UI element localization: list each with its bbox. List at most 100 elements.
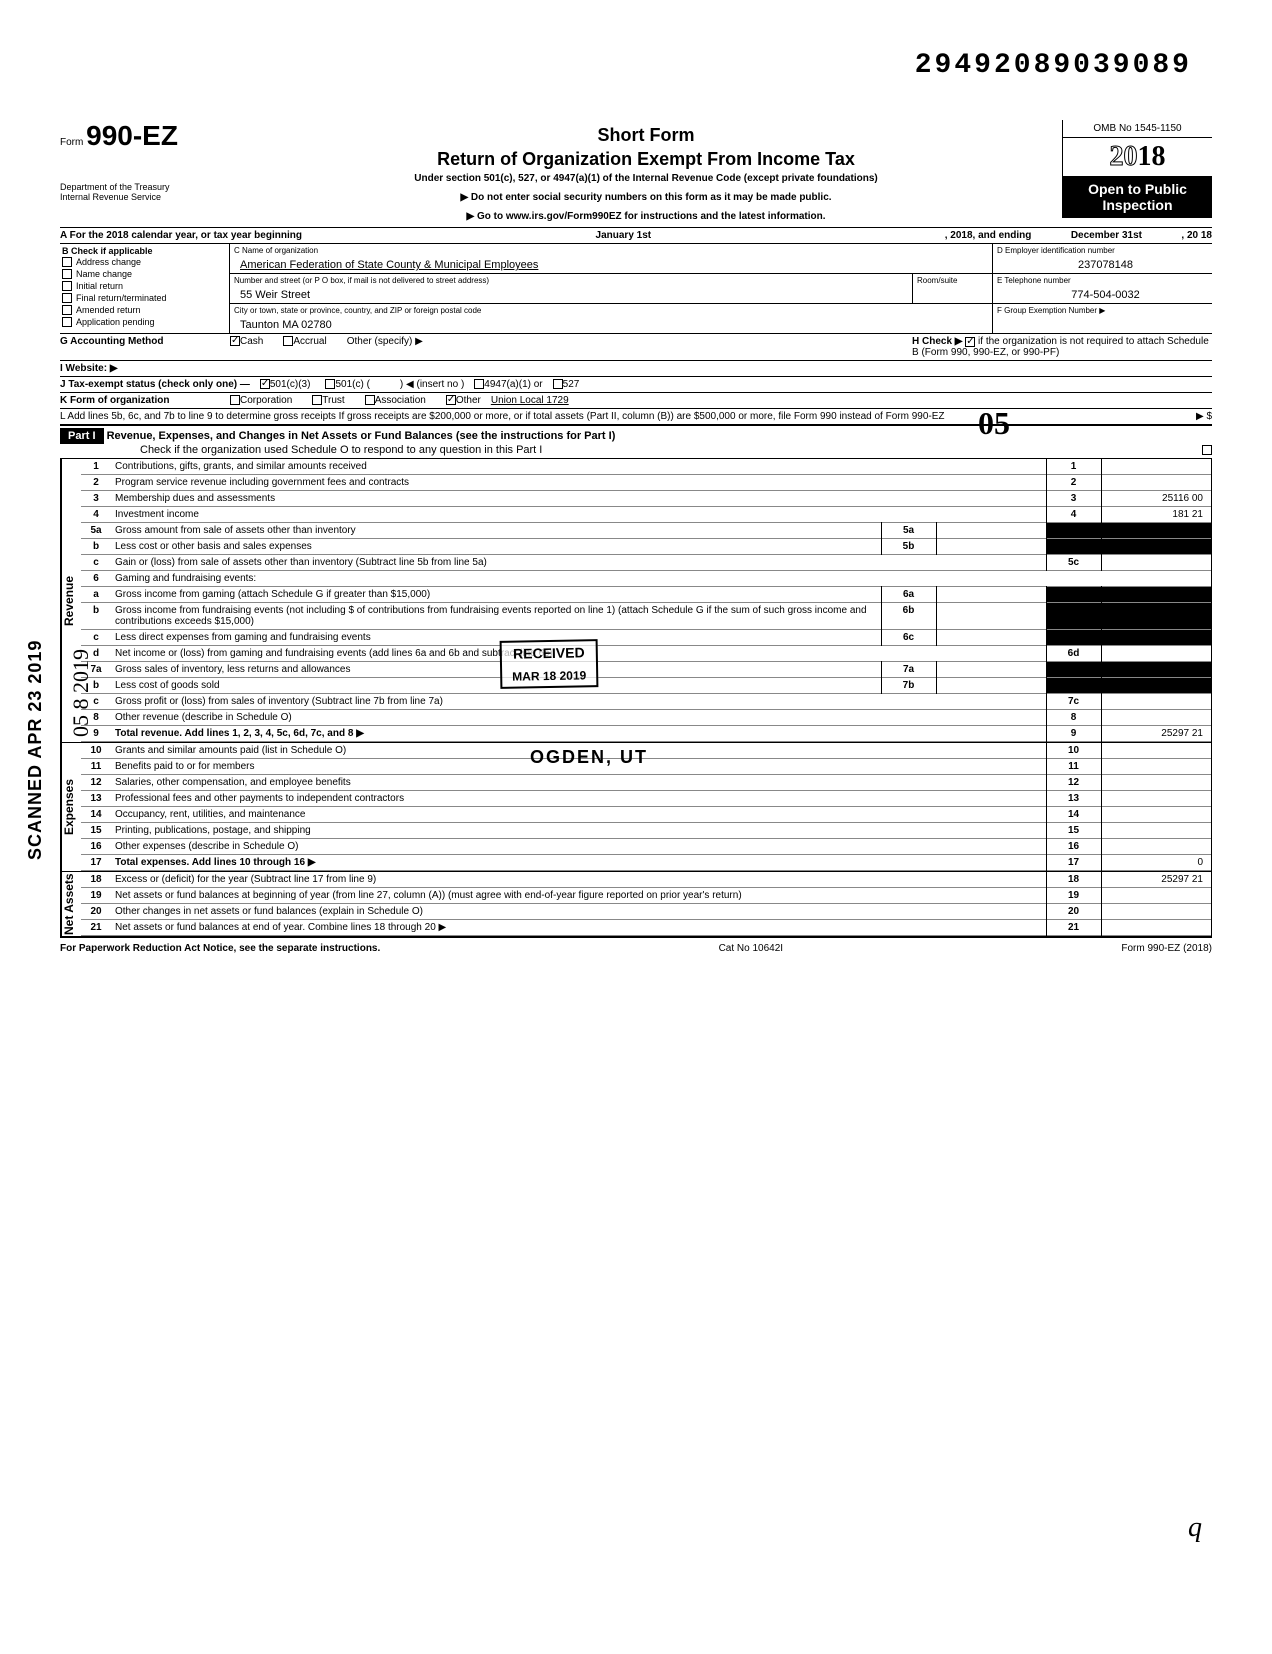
- C-label: C Name of organization: [230, 244, 992, 257]
- dept-treasury: Department of the Treasury: [60, 182, 230, 192]
- schedule-o-checkbox[interactable]: [1202, 445, 1212, 455]
- line-14: 14Occupancy, rent, utilities, and mainte…: [81, 807, 1211, 823]
- line-A: A For the 2018 calendar year, or tax yea…: [60, 228, 1212, 244]
- checkbox[interactable]: [62, 317, 72, 327]
- part1-title: Revenue, Expenses, and Changes in Net As…: [107, 430, 616, 442]
- form-header: Form 990-EZ Department of the Treasury I…: [60, 120, 1212, 228]
- check-initial-return: Initial return: [62, 280, 227, 292]
- received-stamp: RECEIVED MAR 18 2019: [500, 639, 599, 689]
- checkbox[interactable]: [62, 269, 72, 279]
- H-checkbox[interactable]: [965, 337, 975, 347]
- line-18: 18Excess or (deficit) for the year (Subt…: [81, 872, 1211, 888]
- subtitle: Under section 501(c), 527, or 4947(a)(1)…: [240, 173, 1052, 184]
- ssn-warning: ▶ Do not enter social security numbers o…: [240, 192, 1052, 203]
- other-checkbox[interactable]: [446, 395, 456, 405]
- ein: 237078148: [993, 257, 1212, 273]
- line-2: 2Program service revenue including gover…: [81, 475, 1211, 491]
- 501c-checkbox[interactable]: [325, 379, 335, 389]
- line-20: 20Other changes in net assets or fund ba…: [81, 904, 1211, 920]
- line-G: G Accounting Method Cash Accrual Other (…: [60, 334, 1212, 361]
- irs-label: Internal Revenue Service: [60, 192, 230, 202]
- ogden-stamp: OGDEN, UT: [530, 747, 648, 768]
- line-16: 16Other expenses (describe in Schedule O…: [81, 839, 1211, 855]
- checkbox[interactable]: [62, 305, 72, 315]
- line-15: 15Printing, publications, postage, and s…: [81, 823, 1211, 839]
- netassets-section: Net Assets 18Excess or (deficit) for the…: [60, 872, 1212, 938]
- line-c: cGross profit or (loss) from sales of in…: [81, 694, 1211, 710]
- line-b: bGross income from fundraising events (n…: [81, 603, 1211, 630]
- trust-checkbox[interactable]: [312, 395, 322, 405]
- paperwork-notice: For Paperwork Reduction Act Notice, see …: [60, 943, 380, 954]
- line-b: bLess cost or other basis and sales expe…: [81, 539, 1211, 555]
- line-21: 21Net assets or fund balances at end of …: [81, 920, 1211, 936]
- city-label: City or town, state or province, country…: [230, 304, 992, 317]
- checkbox[interactable]: [62, 281, 72, 291]
- F-label: F Group Exemption Number ▶: [993, 304, 1212, 317]
- short-form-title: Short Form: [240, 125, 1052, 146]
- main-title: Return of Organization Exempt From Incom…: [240, 149, 1052, 170]
- assoc-checkbox[interactable]: [365, 395, 375, 405]
- line-19: 19Net assets or fund balances at beginni…: [81, 888, 1211, 904]
- line-d: dNet income or (loss) from gaming and fu…: [81, 646, 1211, 662]
- form-number: 990-EZ: [86, 120, 178, 151]
- document-id: 29492089039089: [915, 50, 1192, 81]
- accrual-checkbox[interactable]: [283, 336, 293, 346]
- corp-checkbox[interactable]: [230, 395, 240, 405]
- check-final-return-terminated: Final return/terminated: [62, 292, 227, 304]
- expenses-label: Expenses: [61, 743, 81, 871]
- check-amended-return: Amended return: [62, 304, 227, 316]
- B-label: B Check if applicable: [62, 246, 227, 256]
- line-c: cLess direct expenses from gaming and fu…: [81, 630, 1211, 646]
- part1-check-text: Check if the organization used Schedule …: [140, 444, 542, 456]
- checkbox[interactable]: [62, 293, 72, 303]
- revenue-section: Revenue 1Contributions, gifts, grants, a…: [60, 459, 1212, 743]
- line-8: 8Other revenue (describe in Schedule O)8: [81, 710, 1211, 726]
- line-9: 9Total revenue. Add lines 1, 2, 3, 4, 5c…: [81, 726, 1211, 742]
- city-state-zip: Taunton MA 02780: [230, 317, 992, 333]
- cash-checkbox[interactable]: [230, 336, 240, 346]
- line-17: 17Total expenses. Add lines 10 through 1…: [81, 855, 1211, 871]
- 501c3-checkbox[interactable]: [260, 379, 270, 389]
- line-a: aGross income from gaming (attach Schedu…: [81, 587, 1211, 603]
- line-12: 12Salaries, other compensation, and empl…: [81, 775, 1211, 791]
- line-J: J Tax-exempt status (check only one) — 5…: [60, 377, 1212, 393]
- 4947-checkbox[interactable]: [474, 379, 484, 389]
- line-7a: 7aGross sales of inventory, less returns…: [81, 662, 1211, 678]
- line-c: cGain or (loss) from sale of assets othe…: [81, 555, 1211, 571]
- line-1: 1Contributions, gifts, grants, and simil…: [81, 459, 1211, 475]
- room-label: Room/suite: [913, 274, 992, 287]
- stamp-05: 05: [978, 405, 1010, 442]
- line-K: K Form of organization Corporation Trust…: [60, 393, 1212, 409]
- line-3: 3Membership dues and assessments325116 0…: [81, 491, 1211, 507]
- open-public-label: Open to Public Inspection: [1063, 176, 1212, 218]
- 527-checkbox[interactable]: [553, 379, 563, 389]
- scanned-stamp: SCANNED APR 23 2019: [25, 640, 46, 860]
- line-6: 6Gaming and fundraising events:: [81, 571, 1211, 587]
- checkbox[interactable]: [62, 257, 72, 267]
- tax-year: 20201818: [1063, 138, 1212, 176]
- cat-no: Cat No 10642I: [719, 943, 784, 954]
- check-address-change: Address change: [62, 256, 227, 268]
- street-address: 55 Weir Street: [230, 287, 912, 303]
- page-mark: q: [1188, 1512, 1202, 1544]
- check-name-change: Name change: [62, 268, 227, 280]
- line-13: 13Professional fees and other payments t…: [81, 791, 1211, 807]
- org-name: American Federation of State County & Mu…: [230, 257, 992, 273]
- E-label: E Telephone number: [993, 274, 1212, 287]
- phone: 774-504-0032: [993, 287, 1212, 303]
- check-application-pending: Application pending: [62, 316, 227, 328]
- line-I: I Website: ▶: [60, 361, 1212, 377]
- line-4: 4Investment income4181 21: [81, 507, 1211, 523]
- form-footer: Form 990-EZ (2018): [1121, 943, 1212, 954]
- line-L: L Add lines 5b, 6c, and 7b to line 9 to …: [60, 409, 1212, 426]
- street-label: Number and street (or P O box, if mail i…: [230, 274, 912, 287]
- netassets-label: Net Assets: [61, 872, 81, 936]
- form-prefix: Form: [60, 137, 83, 148]
- part1-header-row: Part I Revenue, Expenses, and Changes in…: [60, 426, 1212, 459]
- line-5a: 5aGross amount from sale of assets other…: [81, 523, 1211, 539]
- handwritten-note: 05 8 2019: [68, 649, 94, 737]
- D-label: D Employer identification number: [993, 244, 1212, 257]
- line-b: bLess cost of goods sold7b: [81, 678, 1211, 694]
- org-info-grid: B Check if applicable Address changeName…: [60, 244, 1212, 334]
- omb-number: OMB No 1545-1150: [1063, 120, 1212, 138]
